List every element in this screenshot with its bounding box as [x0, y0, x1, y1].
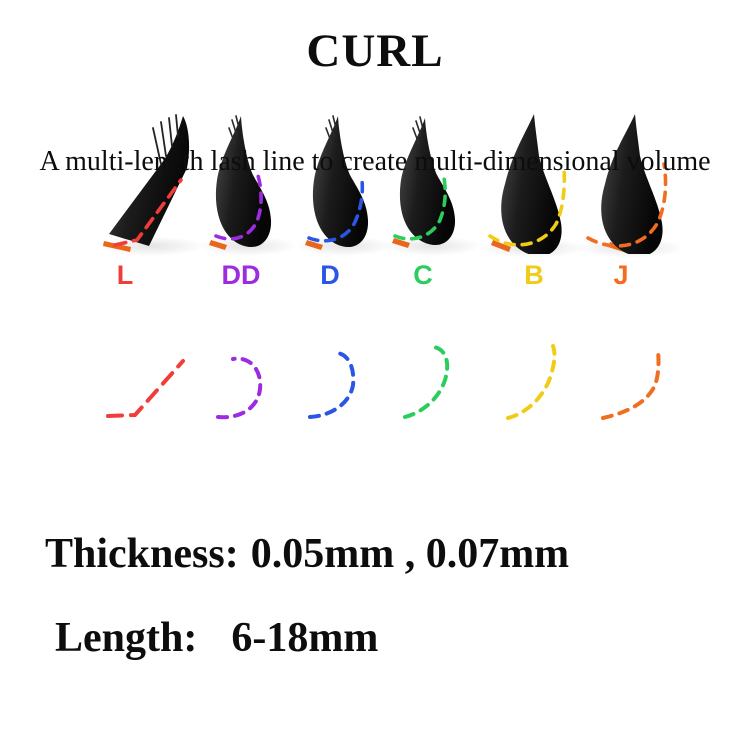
curl-label-D: D: [320, 260, 340, 290]
fan-silhouette: [215, 116, 272, 248]
curl-label-J: J: [613, 260, 629, 290]
fan-base-strip: [103, 241, 131, 252]
fan-base-strip: [209, 240, 227, 250]
curl-label-DD: DD: [221, 260, 261, 290]
curl-label-B: B: [524, 260, 544, 290]
lash-fan-C: [392, 116, 456, 248]
fan-shadow: [382, 236, 482, 256]
page-title: CURL: [306, 25, 444, 77]
curl-profile-L: [106, 359, 185, 418]
thickness-label: Thickness:: [45, 531, 239, 577]
fan-wisps: [412, 116, 424, 145]
fan-base-strip: [392, 238, 410, 248]
length-value: 6-18mm: [231, 615, 379, 661]
subtitle: A multi-length lash line to create multi…: [39, 146, 711, 177]
curl-dash-line-C: [393, 176, 447, 241]
curl-dash-line-D: [307, 178, 365, 243]
fan-silhouette: [501, 114, 562, 254]
lash-fan-DD: [209, 115, 272, 250]
fan-wisps: [228, 115, 240, 145]
curl-profile-D: [308, 351, 356, 419]
fan-base-strip: [491, 240, 511, 252]
curl-profile-C: [403, 345, 450, 419]
fan-silhouette: [312, 116, 369, 248]
fan-silhouette: [399, 118, 456, 246]
fan-wisps: [152, 114, 179, 165]
fan-base-strip: [305, 240, 323, 250]
curl-profile-J: [601, 349, 661, 420]
curl-dash-line-L: [113, 178, 183, 247]
curl-profile-DD: [216, 356, 263, 420]
fan-silhouette: [109, 116, 190, 246]
thickness-value: 0.05mm , 0.07mm: [250, 531, 570, 577]
curl-label-C: C: [413, 260, 433, 290]
curl-dash-line-DD: [214, 170, 263, 241]
fan-shadow: [96, 236, 206, 256]
curl-profile-B: [506, 344, 557, 420]
curl-label-L: L: [116, 260, 134, 290]
lash-fan-B: [488, 114, 567, 254]
fan-wisps: [325, 115, 337, 145]
lash-fan-J: [586, 114, 668, 254]
fan-silhouette: [601, 114, 663, 254]
curl-dash-line-J: [586, 162, 668, 248]
thickness-spec: Thickness: 0.05mm , 0.07mm: [45, 530, 569, 578]
lash-fan-L: [103, 114, 190, 252]
curl-profile-diagram: [106, 344, 661, 420]
lash-fan-D: [305, 115, 369, 250]
curl-dash-line-B: [488, 164, 567, 247]
length-label: Length:: [55, 615, 198, 661]
length-spec: Length: 6-18mm: [55, 614, 378, 662]
